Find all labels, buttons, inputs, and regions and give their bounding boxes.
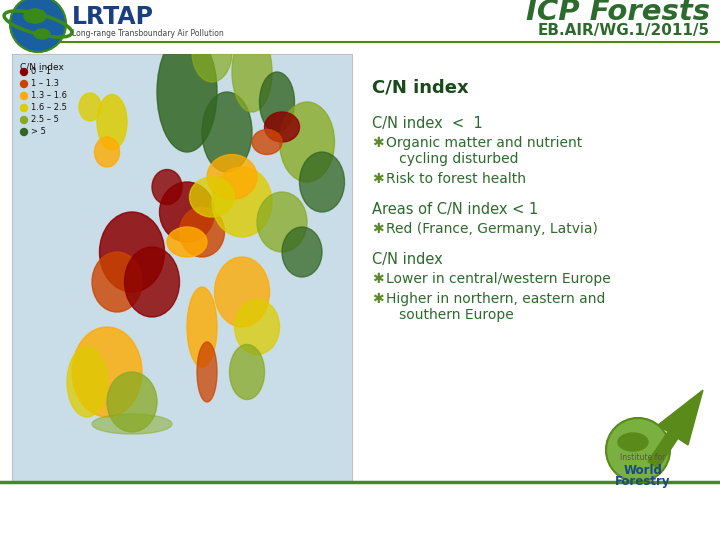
Text: ✱: ✱ — [372, 136, 384, 150]
Ellipse shape — [212, 167, 272, 237]
Ellipse shape — [99, 212, 164, 292]
Ellipse shape — [152, 170, 182, 205]
Bar — [12, 54, 352, 482]
Text: Organic matter and nutrient: Organic matter and nutrient — [386, 136, 582, 150]
Ellipse shape — [92, 414, 172, 434]
Ellipse shape — [197, 342, 217, 402]
Ellipse shape — [97, 94, 127, 150]
Ellipse shape — [257, 192, 307, 252]
Text: 1.6 – 2.5: 1.6 – 2.5 — [31, 104, 67, 112]
Ellipse shape — [232, 32, 272, 112]
Text: 1 – 1.3: 1 – 1.3 — [31, 79, 59, 89]
Text: LRTAP: LRTAP — [72, 5, 154, 29]
Text: C/N index: C/N index — [372, 252, 443, 267]
Circle shape — [20, 80, 27, 87]
Circle shape — [20, 92, 27, 99]
Text: Lower in central/western Europe: Lower in central/western Europe — [386, 272, 611, 286]
Circle shape — [20, 69, 27, 76]
Text: Risk to forest health: Risk to forest health — [386, 172, 526, 186]
Text: 2.5 – 5: 2.5 – 5 — [31, 116, 59, 125]
Ellipse shape — [259, 72, 294, 132]
Text: > 5: > 5 — [31, 127, 46, 137]
Text: Areas of C/N index < 1: Areas of C/N index < 1 — [372, 202, 539, 217]
Circle shape — [10, 0, 66, 52]
Text: ✱: ✱ — [372, 222, 384, 236]
FancyArrow shape — [648, 390, 703, 468]
Text: ✱: ✱ — [372, 172, 384, 186]
Text: 1.3 – 1.6: 1.3 – 1.6 — [31, 91, 67, 100]
Text: C/N index: C/N index — [372, 78, 469, 96]
Ellipse shape — [67, 347, 107, 417]
Ellipse shape — [94, 137, 120, 167]
Ellipse shape — [235, 300, 279, 354]
Ellipse shape — [179, 207, 225, 257]
Ellipse shape — [192, 22, 232, 82]
Text: cycling disturbed: cycling disturbed — [386, 152, 518, 166]
Text: southern Europe: southern Europe — [386, 308, 514, 322]
Text: C/N index: C/N index — [20, 62, 64, 71]
Text: World: World — [624, 463, 662, 476]
Circle shape — [606, 418, 670, 482]
Text: Higher in northern, eastern and: Higher in northern, eastern and — [386, 292, 606, 306]
Ellipse shape — [300, 152, 344, 212]
Text: ✱: ✱ — [372, 272, 384, 286]
Ellipse shape — [618, 433, 648, 451]
Ellipse shape — [160, 182, 215, 242]
Ellipse shape — [92, 252, 142, 312]
Text: Institute for: Institute for — [621, 454, 665, 462]
Text: Long-range Transboundary Air Pollution: Long-range Transboundary Air Pollution — [72, 30, 224, 38]
Text: EB.AIR/WG.1/2011/5: EB.AIR/WG.1/2011/5 — [538, 23, 710, 37]
Text: C/N index  <  1: C/N index < 1 — [372, 116, 482, 131]
Ellipse shape — [107, 372, 157, 432]
Ellipse shape — [125, 247, 179, 317]
Text: 0 – 1: 0 – 1 — [31, 68, 51, 77]
Ellipse shape — [207, 154, 257, 199]
Ellipse shape — [264, 112, 300, 142]
Text: Forestry: Forestry — [616, 476, 671, 489]
Ellipse shape — [24, 9, 46, 23]
Ellipse shape — [79, 93, 101, 121]
Ellipse shape — [252, 130, 282, 154]
Text: ICP Forests: ICP Forests — [526, 0, 710, 26]
Ellipse shape — [72, 327, 142, 417]
Ellipse shape — [167, 227, 207, 257]
Ellipse shape — [279, 102, 335, 182]
Bar — [13, 55, 351, 481]
Circle shape — [20, 129, 27, 136]
Ellipse shape — [157, 32, 217, 152]
Ellipse shape — [215, 257, 269, 327]
Ellipse shape — [202, 92, 252, 172]
Ellipse shape — [189, 177, 235, 217]
Circle shape — [20, 117, 27, 124]
Ellipse shape — [282, 227, 322, 277]
Ellipse shape — [34, 29, 50, 39]
Ellipse shape — [187, 287, 217, 367]
Ellipse shape — [230, 345, 264, 400]
Text: ✱: ✱ — [372, 292, 384, 306]
Circle shape — [20, 105, 27, 111]
Text: Red (France, Germany, Latvia): Red (France, Germany, Latvia) — [386, 222, 598, 236]
